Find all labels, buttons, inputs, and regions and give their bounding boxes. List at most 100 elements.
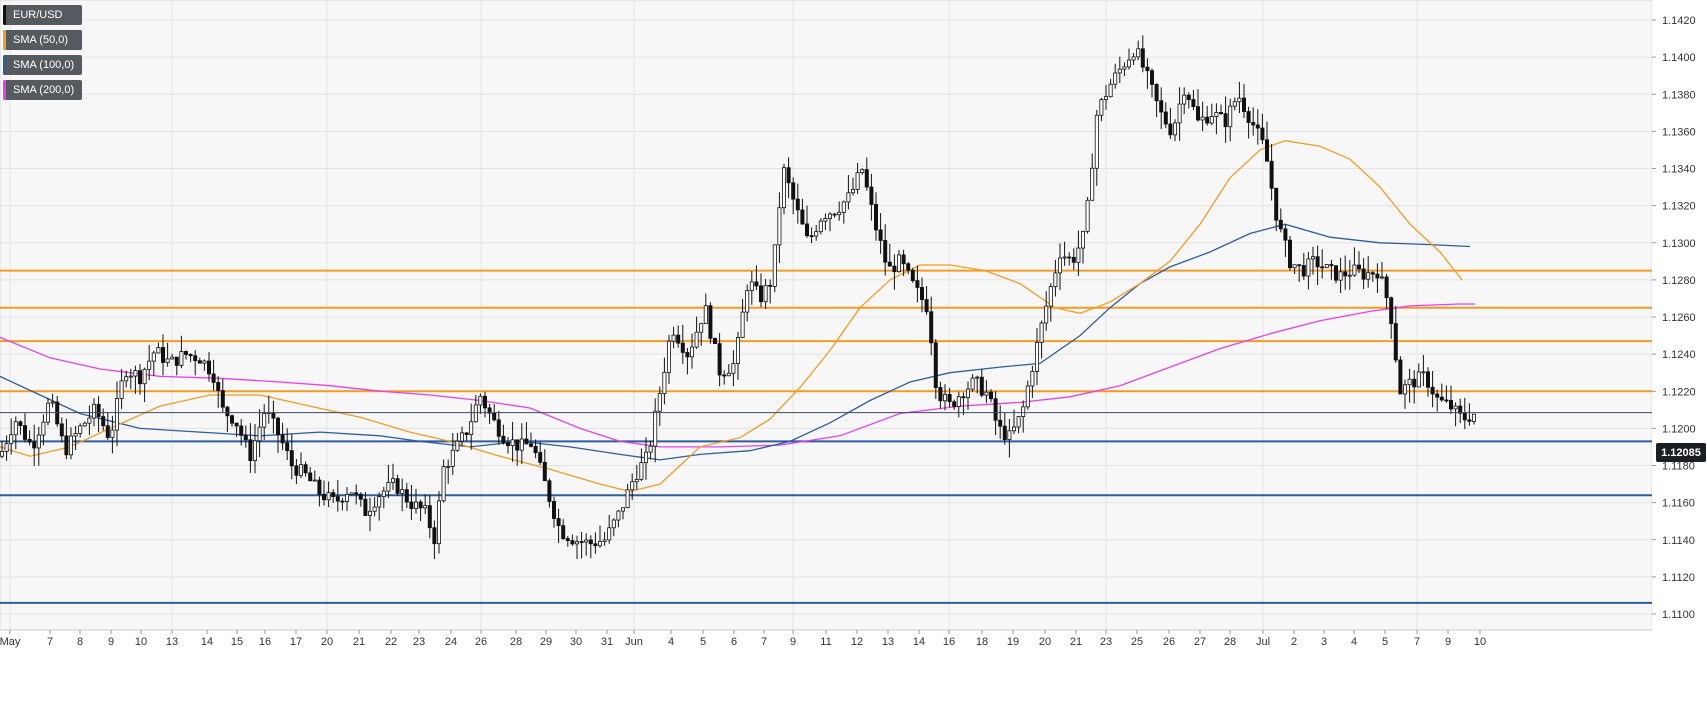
candle-body: [1150, 70, 1155, 85]
legend-swatch-sma-200: [3, 80, 6, 100]
candle-body: [211, 373, 216, 383]
candle-body: [809, 235, 814, 238]
candle-body: [1228, 105, 1233, 128]
candle-body: [1163, 111, 1168, 125]
candle-body: [1416, 371, 1421, 388]
candle-body: [966, 388, 971, 399]
x-tick-label: 7: [1414, 636, 1420, 648]
candle-body: [363, 498, 368, 516]
candle-body: [777, 207, 782, 246]
candle-body: [722, 374, 727, 377]
candle-body: [975, 376, 980, 379]
candle-body: [795, 198, 800, 211]
candle-body: [1242, 97, 1247, 112]
candle-body: [1389, 297, 1394, 324]
candle-body: [1007, 430, 1012, 441]
candle-body: [906, 263, 911, 271]
candle-body: [59, 423, 64, 437]
plot-background: [0, 0, 1653, 631]
candle-body: [206, 360, 211, 375]
x-tick-label: 20: [321, 636, 333, 648]
candle-body: [1462, 412, 1467, 421]
candle-body: [616, 510, 621, 521]
legend-item-eurusd[interactable]: EUR/USD: [3, 5, 83, 25]
candle-body: [1366, 272, 1371, 280]
candle-body: [1380, 276, 1385, 279]
candle-body: [864, 169, 869, 188]
candle-body: [92, 403, 97, 419]
legend-label-sma-50: SMA (50,0): [13, 34, 69, 46]
x-tick-label: 25: [1131, 636, 1143, 648]
candle-body: [542, 461, 547, 482]
candle-body: [874, 204, 879, 231]
candle-body: [501, 435, 506, 444]
x-tick-label: 21: [1070, 636, 1082, 648]
candle-body: [943, 394, 948, 402]
candle-body: [1320, 266, 1325, 269]
candle-body: [851, 188, 856, 194]
candle-body: [837, 211, 842, 216]
candle-body: [105, 425, 110, 438]
candle-body: [529, 443, 534, 447]
candle-body: [174, 356, 179, 366]
candle-body: [101, 416, 106, 427]
candle-body: [828, 213, 833, 219]
candle-body: [800, 209, 805, 225]
candle-body: [887, 261, 892, 267]
candle-body: [667, 340, 672, 373]
candle-body: [280, 434, 285, 444]
candle-body: [584, 539, 589, 543]
candle-body: [1104, 96, 1109, 100]
candle-body: [1334, 265, 1339, 281]
candle-body: [289, 450, 294, 467]
candle-body: [1439, 396, 1444, 401]
candle-body: [717, 343, 722, 376]
candle-body: [699, 323, 704, 333]
x-tick-label: 16: [259, 636, 271, 648]
x-tick-label: 13: [166, 636, 178, 648]
candle-body: [220, 390, 225, 408]
candle-body: [588, 539, 593, 545]
y-tick-label: 1.1200: [1662, 423, 1696, 435]
candle-body: [1113, 72, 1118, 85]
candle-body: [510, 439, 515, 447]
x-tick-label: 9: [108, 636, 114, 648]
candle-body: [156, 347, 161, 354]
legend-label-eurusd: EUR/USD: [13, 9, 63, 21]
candle-body: [998, 419, 1003, 427]
candle-body: [1219, 112, 1224, 115]
x-tick-label: 16: [943, 636, 955, 648]
legend-item-sma-50[interactable]: SMA (50,0): [3, 30, 83, 50]
candle-body: [993, 398, 998, 421]
candle-body: [248, 439, 253, 462]
candle-body: [1131, 56, 1136, 61]
candle-body: [713, 337, 718, 345]
candle-body: [653, 410, 658, 447]
candle-body: [1058, 257, 1063, 274]
x-tick-label: 7: [761, 636, 767, 648]
sma-100-line: [0, 223, 1471, 461]
candle-body: [869, 186, 874, 205]
y-tick-label: 1.1180: [1662, 461, 1695, 473]
legend-item-sma-100[interactable]: SMA (100,0): [3, 55, 83, 75]
candle-body: [818, 220, 823, 233]
candle-body: [464, 432, 469, 435]
candle-body: [1173, 122, 1178, 136]
candle-body: [1200, 116, 1205, 121]
legend-swatch-sma-100: [3, 55, 6, 75]
candle-body: [1053, 272, 1058, 288]
candle-body: [611, 519, 616, 529]
candle-body: [1196, 106, 1201, 121]
candle-body: [82, 422, 87, 427]
candle-body: [446, 466, 451, 468]
candle-body: [409, 501, 414, 509]
candle-body: [151, 352, 156, 362]
legend-item-sma-200[interactable]: SMA (200,0): [3, 80, 83, 100]
candle-body: [832, 213, 837, 216]
candle-body: [165, 358, 170, 363]
x-tick-label: 18: [976, 636, 988, 648]
candle-body: [252, 440, 257, 462]
candle-body: [644, 451, 649, 464]
x-tick-label: 2: [1291, 636, 1297, 648]
